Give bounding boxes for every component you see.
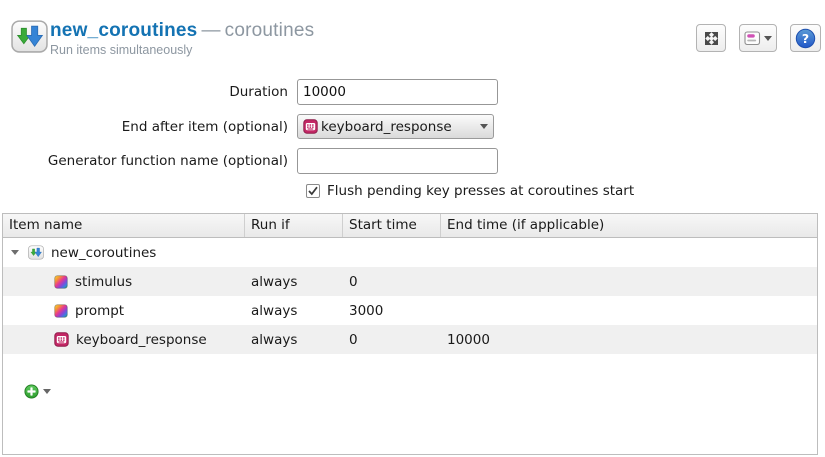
generator-function-input[interactable]	[297, 148, 498, 174]
column-header-item-name[interactable]: Item name	[3, 214, 245, 237]
table-row[interactable]: stimulus always 0	[3, 267, 817, 296]
keyboard-icon	[54, 332, 69, 347]
help-button[interactable]: ?	[790, 24, 821, 52]
chevron-down-icon	[764, 35, 772, 41]
coroutines-icon	[11, 20, 48, 53]
column-header-run-if[interactable]: Run if	[245, 214, 343, 237]
sketchpad-icon	[54, 303, 68, 318]
duration-input[interactable]	[297, 79, 498, 105]
end-after-item-label: End after item (optional)	[121, 118, 288, 135]
green-plus-icon	[24, 384, 39, 399]
page-title: new_coroutines — coroutines	[50, 20, 314, 42]
run-if-cell: always	[251, 273, 298, 290]
item-description[interactable]: Run items simultaneously	[50, 43, 193, 57]
item-name-cell: new_coroutines	[51, 244, 157, 261]
svg-text:?: ?	[802, 31, 809, 46]
flush-keys-checkbox[interactable]	[306, 184, 320, 198]
question-mark-icon: ?	[795, 28, 816, 49]
table-row[interactable]: new_coroutines	[3, 238, 817, 267]
chevron-down-icon	[43, 389, 51, 394]
table-header: Item name Run if Start time End time (if…	[3, 214, 817, 238]
maximize-button[interactable]	[696, 24, 726, 52]
coroutines-items-table: Item name Run if Start time End time (if…	[2, 213, 818, 455]
keyboard-icon	[303, 119, 318, 134]
table-row[interactable]: keyboard_response always 0 10000	[3, 325, 817, 354]
coroutines-settings-form: Duration End after item (optional) keybo…	[0, 79, 825, 199]
item-type: coroutines	[224, 20, 315, 41]
item-name-cell: keyboard_response	[76, 331, 207, 348]
end-time-cell: 10000	[447, 331, 490, 348]
coroutines-icon	[28, 245, 44, 260]
sketchpad-icon	[54, 274, 68, 289]
start-time-cell: 3000	[349, 302, 384, 319]
add-item-button[interactable]	[24, 384, 51, 399]
table-row[interactable]: prompt always 3000	[3, 296, 817, 325]
flush-keys-label[interactable]: Flush pending key presses at coroutines …	[327, 183, 635, 199]
chevron-down-icon	[480, 124, 488, 129]
run-if-cell: always	[251, 302, 298, 319]
view-mode-button[interactable]	[739, 24, 777, 52]
item-name-cell: stimulus	[75, 273, 133, 290]
item-name-cell: prompt	[75, 302, 125, 319]
item-header: new_coroutines — coroutines Run items simu…	[0, 0, 825, 70]
column-header-start-time[interactable]: Start time	[343, 214, 441, 237]
widget-view-icon	[744, 30, 761, 46]
start-time-cell: 0	[349, 331, 358, 348]
item-name[interactable]: new_coroutines	[50, 20, 198, 41]
duration-label: Duration	[229, 84, 288, 100]
expand-arrows-icon	[703, 30, 720, 47]
end-after-item-value: keyboard_response	[321, 118, 452, 135]
checkmark-icon	[308, 186, 318, 196]
end-after-item-dropdown[interactable]: keyboard_response	[297, 114, 494, 139]
run-if-cell: always	[251, 331, 298, 348]
column-header-end-time[interactable]: End time (if applicable)	[447, 217, 605, 233]
title-separator: —	[201, 20, 221, 41]
start-time-cell: 0	[349, 273, 358, 290]
generator-function-label: Generator function name (optional)	[47, 153, 288, 169]
collapse-arrow-icon[interactable]	[11, 250, 19, 255]
